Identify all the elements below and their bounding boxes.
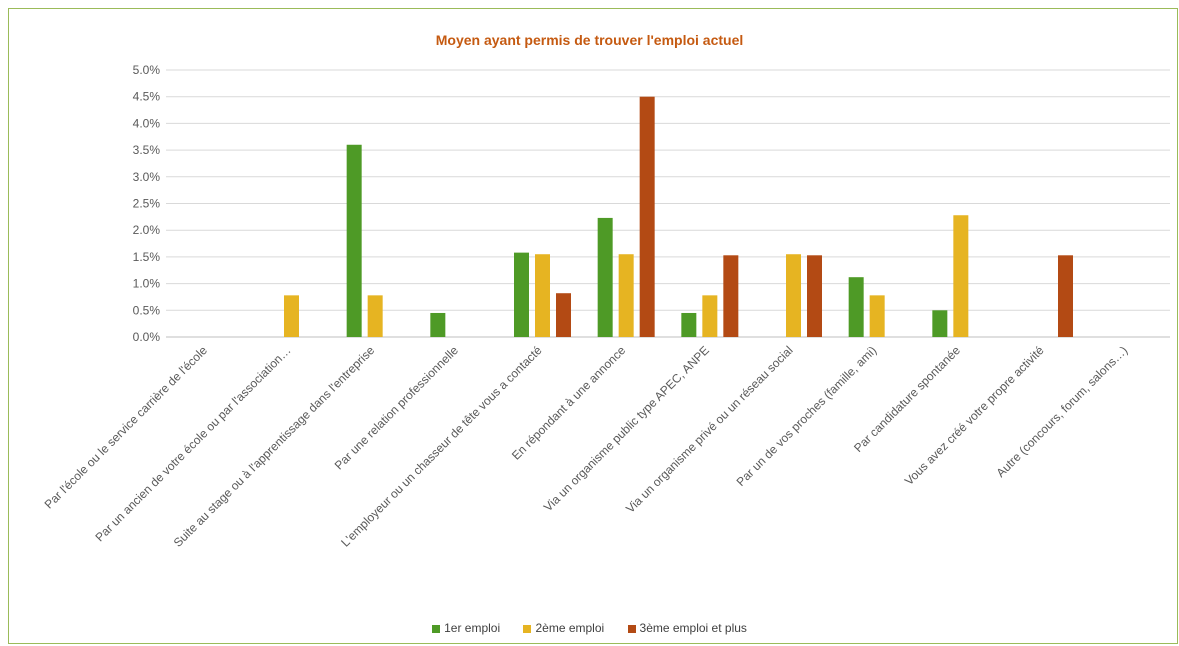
legend-item-series-3: 3ème emploi et plus xyxy=(627,621,747,635)
bar-series-2 xyxy=(786,254,801,337)
legend-swatch-series-1 xyxy=(432,624,441,633)
x-tick-label: Par un ancien de votre école ou par l'as… xyxy=(92,343,293,544)
bar-series-2 xyxy=(367,295,383,337)
y-tick-label: 0.0% xyxy=(133,330,161,344)
y-tick-label: 5.0% xyxy=(133,63,161,77)
x-tick-label: Par l'école ou le service carrière de l'… xyxy=(42,343,211,512)
bar-series-3 xyxy=(1058,255,1073,337)
y-tick-label: 4.0% xyxy=(133,116,161,130)
bar-series-3 xyxy=(639,96,655,337)
bar-series-3 xyxy=(723,255,739,337)
y-tick-label: 1.0% xyxy=(133,277,161,291)
chart-frame xyxy=(8,8,1178,644)
bar-series-2 xyxy=(618,254,634,337)
bar-series-1 xyxy=(346,144,362,337)
chart-legend: 1er emploi 2ème emploi 3ème emploi et pl… xyxy=(0,621,1179,635)
chart-title: Moyen ayant permis de trouver l'emploi a… xyxy=(435,32,744,48)
bar-series-1 xyxy=(430,312,446,337)
x-tick-label: Par un de vos proches (famille, ami) xyxy=(734,343,880,489)
x-tick-label: L'employeur ou un chasseur de tête vous … xyxy=(338,343,545,550)
bar-series-2 xyxy=(535,254,550,337)
bar-series-1 xyxy=(848,277,864,337)
legend-item-series-2: 2ème emploi xyxy=(523,621,604,635)
y-tick-label: 1.5% xyxy=(133,250,161,264)
y-tick-label: 2.0% xyxy=(133,223,161,237)
y-tick-label: 0.5% xyxy=(133,303,161,317)
bar-series-3 xyxy=(807,255,822,337)
legend-label-series-2: 2ème emploi xyxy=(535,621,605,635)
bar-series-1 xyxy=(514,252,529,337)
legend-swatch-series-2 xyxy=(523,624,532,633)
bar-series-3 xyxy=(556,293,571,337)
y-tick-label: 2.5% xyxy=(133,197,161,211)
bar-series-1 xyxy=(597,217,613,337)
x-tick-label: Autre (concours, forum, salons…) xyxy=(994,343,1131,480)
x-tick-label: Suite au stage ou à l'apprentissage dans… xyxy=(171,343,378,550)
bar-series-2 xyxy=(869,295,885,337)
legend-label-series-3: 3ème emploi et plus xyxy=(639,621,747,635)
x-tick-label: Via un organisme privé ou un réseau soci… xyxy=(623,343,795,515)
bar-series-1 xyxy=(681,312,697,337)
bar-series-2 xyxy=(953,215,969,337)
y-tick-label: 4.5% xyxy=(133,90,161,104)
bar-series-1 xyxy=(932,310,948,337)
bar-series-2 xyxy=(702,295,718,337)
x-tick-label: Vous avez créé votre propre activité xyxy=(902,343,1047,488)
legend-item-series-1: 1er emploi xyxy=(432,621,500,635)
legend-swatch-series-3 xyxy=(627,624,636,633)
y-tick-label: 3.5% xyxy=(133,143,161,157)
legend-label-series-1: 1er emploi xyxy=(444,621,501,635)
x-tick-label: Via un organisme public type APEC, ANPE xyxy=(541,343,712,514)
bar-series-2 xyxy=(284,295,299,337)
y-tick-label: 3.0% xyxy=(133,170,161,184)
